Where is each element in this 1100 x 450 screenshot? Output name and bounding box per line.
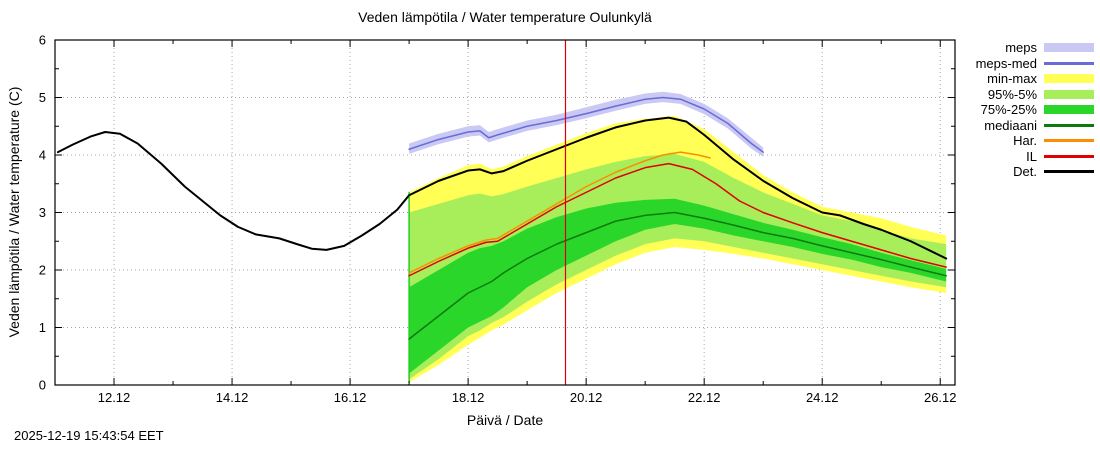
svg-text:26.12: 26.12 <box>924 390 957 405</box>
svg-text:3: 3 <box>39 205 46 220</box>
legend-item-min-max: min-max <box>960 71 1094 87</box>
legend-line-swatch <box>1044 61 1094 65</box>
svg-text:6: 6 <box>39 33 46 48</box>
legend-line-swatch <box>1044 139 1094 143</box>
y-axis-label: Veden lämpötila / Water temperature (C) <box>6 86 22 338</box>
legend-item-meps-med: meps-med <box>960 56 1094 72</box>
legend-item-det-: Det. <box>960 164 1094 180</box>
svg-text:24.12: 24.12 <box>806 390 839 405</box>
svg-text:2: 2 <box>39 263 46 278</box>
legend: meps meps-med min-max 95%-5% 75%-25% mediaani… <box>960 40 1094 180</box>
legend-item-95-5-: 95%-5% <box>960 87 1094 103</box>
legend-label: mediaani <box>984 117 1037 133</box>
legend-line-swatch <box>1044 123 1094 127</box>
svg-text:22.12: 22.12 <box>688 390 721 405</box>
legend-item-har-: Har. <box>960 133 1094 149</box>
legend-line-swatch <box>1044 170 1094 174</box>
svg-text:5: 5 <box>39 90 46 105</box>
legend-band-swatch <box>1044 89 1094 99</box>
legend-item-mediaani: mediaani <box>960 118 1094 134</box>
svg-text:14.12: 14.12 <box>216 390 249 405</box>
x-axis-label: Päivä / Date <box>466 412 544 428</box>
chart-title: Veden lämpötila / Water temperature Oulu… <box>358 9 652 25</box>
legend-item-il: IL <box>960 149 1094 165</box>
svg-text:20.12: 20.12 <box>570 390 603 405</box>
legend-band-swatch <box>1044 43 1094 53</box>
legend-label: min-max <box>987 71 1037 87</box>
svg-text:12.12: 12.12 <box>98 390 131 405</box>
legend-label: meps <box>1005 40 1037 56</box>
legend-band-swatch <box>1044 105 1094 115</box>
legend-label: 75%-25% <box>980 102 1037 118</box>
generation-timestamp: 2025-12-19 15:43:54 EET <box>14 428 164 443</box>
legend-label: meps-med <box>975 55 1037 71</box>
legend-label: IL <box>1026 148 1037 164</box>
svg-text:4: 4 <box>39 148 46 163</box>
legend-label: Har. <box>1013 133 1037 149</box>
legend-band-swatch <box>1044 74 1094 84</box>
legend-item-meps: meps <box>960 40 1094 56</box>
legend-line-swatch <box>1044 154 1094 158</box>
svg-text:18.12: 18.12 <box>452 390 485 405</box>
svg-text:1: 1 <box>39 320 46 335</box>
legend-label: 95%-5% <box>987 86 1037 102</box>
svg-text:0: 0 <box>39 378 46 393</box>
svg-text:16.12: 16.12 <box>334 390 367 405</box>
legend-label: Det. <box>1013 164 1037 180</box>
legend-item-75-25-: 75%-25% <box>960 102 1094 118</box>
